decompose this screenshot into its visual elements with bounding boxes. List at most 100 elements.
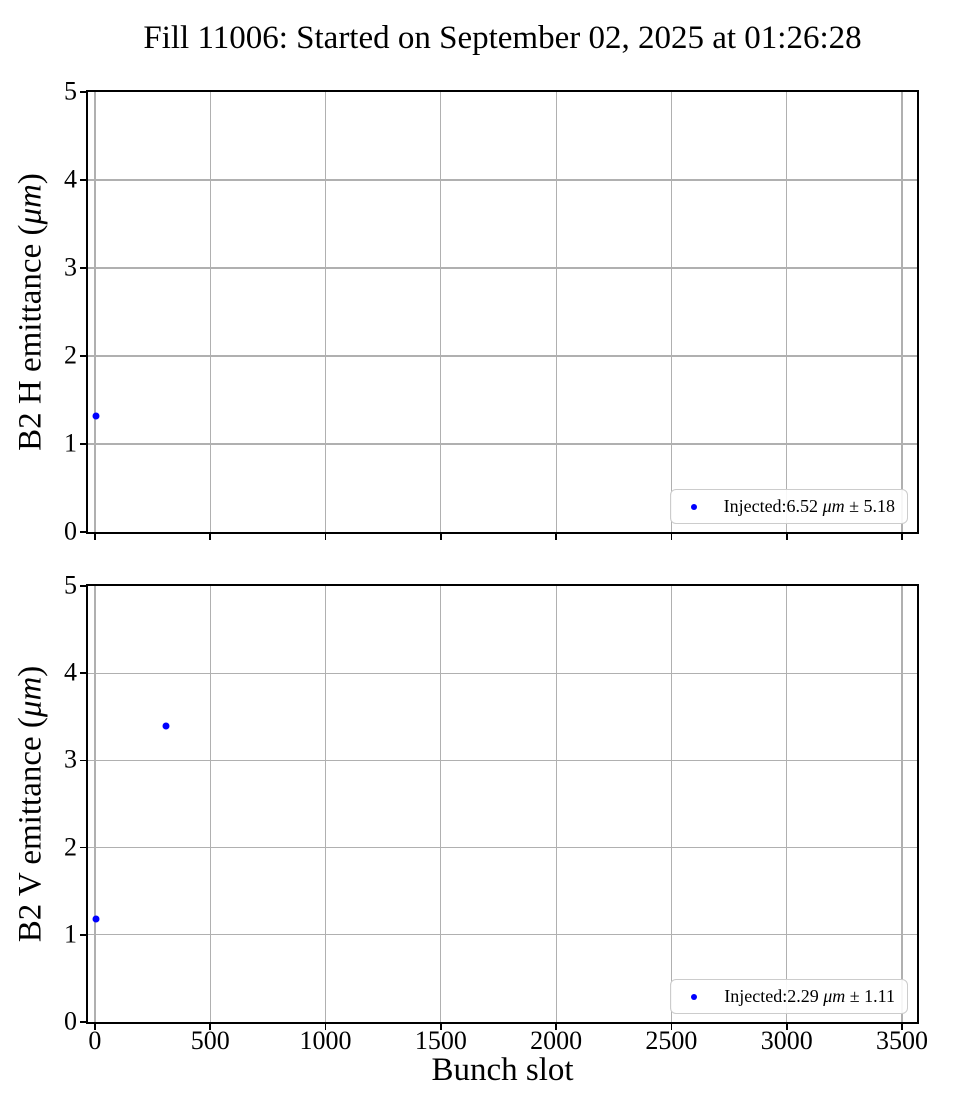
- y-tick-mark: [80, 1021, 87, 1023]
- y-tick-label: 5: [64, 570, 77, 600]
- y-tick-mark: [80, 933, 87, 936]
- y-axis-label-text: B2 H emittance (: [12, 224, 49, 451]
- y-tick-label: 2: [64, 340, 77, 370]
- x-tick-mark: [670, 1023, 673, 1030]
- plot-bottom-b2v-emittance: 0 500 1000 1500 2000 2500 3000 3500 0 1 2 3 4 5 Inject…: [64, 572, 928, 1055]
- x-tick-mark: [670, 533, 673, 540]
- x-tick-mark: [555, 1023, 557, 1030]
- axis-spine-right: [917, 586, 919, 1022]
- gridline-vertical: [786, 586, 788, 1022]
- y-axis-label-b2v: B2 V emittance (μm): [12, 665, 49, 943]
- legend: Injected:2.29 μm ± 1.11: [670, 979, 908, 1014]
- legend-label-text: Injected:2.29: [724, 986, 824, 1007]
- x-tick-mark: [94, 533, 96, 540]
- gridline-vertical: [555, 586, 557, 1022]
- y-axis-label-text: B2 V emittance (: [12, 717, 49, 943]
- x-tick-mark: [324, 533, 327, 540]
- gridline-vertical: [901, 586, 903, 1022]
- y-tick-mark: [80, 443, 87, 445]
- data-point: [92, 915, 100, 923]
- axis-spine-top: [86, 584, 919, 586]
- y-axis-label-suffix: ): [12, 665, 49, 677]
- gridline-vertical: [94, 92, 96, 532]
- gridline-vertical: [209, 92, 211, 532]
- legend-label-text: Injected:6.52: [723, 496, 823, 517]
- x-tick-label: 2500: [645, 1026, 698, 1055]
- data-point: [162, 722, 170, 730]
- gridline-vertical: [209, 586, 211, 1022]
- gridline-horizontal: [88, 179, 917, 181]
- x-axis-label: Bunch slot: [431, 1052, 574, 1088]
- y-tick-mark: [80, 531, 87, 533]
- y-tick-mark: [80, 672, 87, 675]
- gridline-horizontal: [88, 672, 917, 674]
- y-tick-mark: [80, 759, 87, 762]
- x-tick-label: 1000: [299, 1026, 352, 1055]
- x-tick-label: 500: [190, 1026, 230, 1055]
- axis-spine-right: [917, 92, 919, 532]
- x-tick-mark: [901, 1023, 903, 1030]
- y-axis-label-suffix: ): [12, 173, 49, 185]
- gridline-horizontal: [88, 934, 917, 936]
- y-axis-label-math-unit: μm: [12, 184, 49, 225]
- gridline-horizontal: [88, 267, 917, 269]
- gridline-vertical: [670, 92, 672, 532]
- x-tick-mark: [439, 1023, 442, 1030]
- gridline-horizontal: [88, 847, 917, 849]
- axis-spine-left: [86, 92, 88, 532]
- y-tick-label: 4: [64, 164, 77, 194]
- y-tick-label: 0: [64, 1006, 77, 1036]
- x-tick-mark: [439, 533, 442, 540]
- y-tick-mark: [80, 91, 87, 93]
- y-tick-label: 1: [64, 919, 77, 949]
- legend-marker-icon: [691, 993, 698, 1000]
- gridline-vertical: [555, 92, 557, 532]
- y-tick-mark: [80, 846, 87, 849]
- y-tick-mark: [80, 585, 87, 587]
- x-tick-label: 0: [88, 1026, 102, 1055]
- gridline-horizontal: [88, 759, 917, 761]
- axis-spine-bottom: [86, 532, 919, 534]
- gridline-horizontal: [88, 443, 917, 445]
- y-tick-label: 0: [64, 516, 77, 546]
- axis-spine-bottom: [86, 1022, 919, 1024]
- x-tick-label: 3000: [760, 1026, 813, 1055]
- gridline-vertical: [670, 586, 672, 1022]
- axis-spine-left: [86, 586, 88, 1022]
- y-tick-mark: [80, 179, 87, 181]
- figure-title: Fill 11006: Started on September 02, 202…: [143, 20, 862, 56]
- y-tick-label: 3: [64, 744, 77, 774]
- x-tick-mark: [209, 533, 212, 540]
- x-tick-mark: [785, 1023, 788, 1030]
- legend-label-uncertainty: ± 1.11: [845, 986, 895, 1007]
- x-tick-mark: [901, 533, 903, 540]
- y-tick-label: 5: [64, 76, 77, 106]
- legend: Injected:6.52 μm ± 5.18: [669, 489, 908, 524]
- gridline-horizontal: [88, 355, 917, 357]
- axis-spine-top: [86, 90, 919, 92]
- gridline-vertical: [94, 586, 96, 1022]
- y-tick-label: 4: [64, 657, 77, 687]
- legend-label: Injected:2.29 μm ± 1.11: [724, 986, 895, 1007]
- legend-label-math-unit: μm: [822, 496, 845, 517]
- y-tick-label: 2: [64, 832, 77, 862]
- x-tick-mark: [785, 533, 788, 540]
- legend-label: Injected:6.52 μm ± 5.18: [724, 496, 895, 517]
- x-tick-label: 1500: [414, 1026, 467, 1055]
- gridline-vertical: [440, 92, 442, 532]
- legend-label-math-unit: μm: [823, 986, 846, 1007]
- plot-top-b2h-emittance: 0 1 2 3 4 5 Injected:6.52 μm ± 5.18: [64, 78, 919, 544]
- legend-label-uncertainty: ± 5.18: [844, 496, 895, 517]
- y-tick-mark: [80, 267, 87, 269]
- x-tick-mark: [555, 533, 557, 540]
- y-tick-mark: [80, 355, 87, 357]
- x-tick-label: 3500: [876, 1026, 928, 1055]
- legend-marker-icon: [690, 503, 697, 510]
- y-axis-label-math-unit: μm: [12, 676, 49, 718]
- x-tick-mark: [209, 1023, 212, 1030]
- y-axis-label-b2h: B2 H emittance (μm): [12, 173, 49, 451]
- gridline-vertical: [440, 586, 442, 1022]
- gridline-vertical: [786, 92, 788, 532]
- data-point: [92, 412, 100, 420]
